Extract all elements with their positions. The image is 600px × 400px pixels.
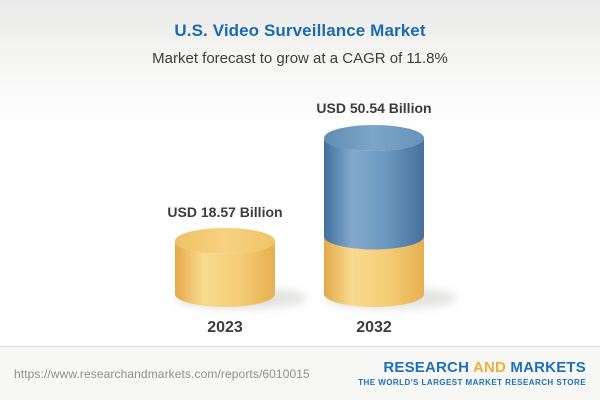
- report-url: https://www.researchandmarkets.com/repor…: [14, 366, 310, 381]
- value-label-2023: USD 18.57 Billion: [167, 204, 282, 220]
- bar-2023-cylinder: [175, 228, 275, 307]
- logo-word-markets: MARKETS: [510, 358, 586, 376]
- research-and-markets-logo: RESEARCH AND MARKETS THE WORLD'S LARGEST…: [358, 360, 586, 387]
- bar-2032-growth-segment: [324, 138, 424, 250]
- chart-header: U.S. Video Surveillance Market Market fo…: [0, 0, 600, 67]
- chart-title: U.S. Video Surveillance Market: [174, 21, 426, 40]
- footer-bar: https://www.researchandmarkets.com/repor…: [0, 346, 600, 400]
- bar-2032-cylinder: [324, 125, 424, 307]
- cylinder-bar-chart: USD 18.57 Billion USD 50.54 Billion 2023…: [0, 85, 600, 345]
- logo-wordmark: RESEARCH AND MARKETS: [358, 360, 586, 376]
- bar-2032-top-face: [324, 125, 424, 151]
- bar-2032-base-segment: [324, 236, 424, 307]
- logo-word-research: RESEARCH: [383, 358, 470, 376]
- value-label-2032: USD 50.54 Billion: [316, 100, 431, 116]
- bar-2023-top-face: [175, 228, 275, 254]
- logo-word-and: AND: [472, 358, 507, 376]
- chart-canvas: USD 18.57 Billion USD 50.54 Billion 2023…: [167, 100, 457, 336]
- x-label-2023: 2023: [207, 319, 243, 336]
- x-label-2032: 2032: [356, 319, 392, 336]
- logo-tagline: THE WORLD'S LARGEST MARKET RESEARCH STOR…: [358, 377, 586, 387]
- chart-subtitle: Market forecast to grow at a CAGR of 11.…: [152, 50, 448, 67]
